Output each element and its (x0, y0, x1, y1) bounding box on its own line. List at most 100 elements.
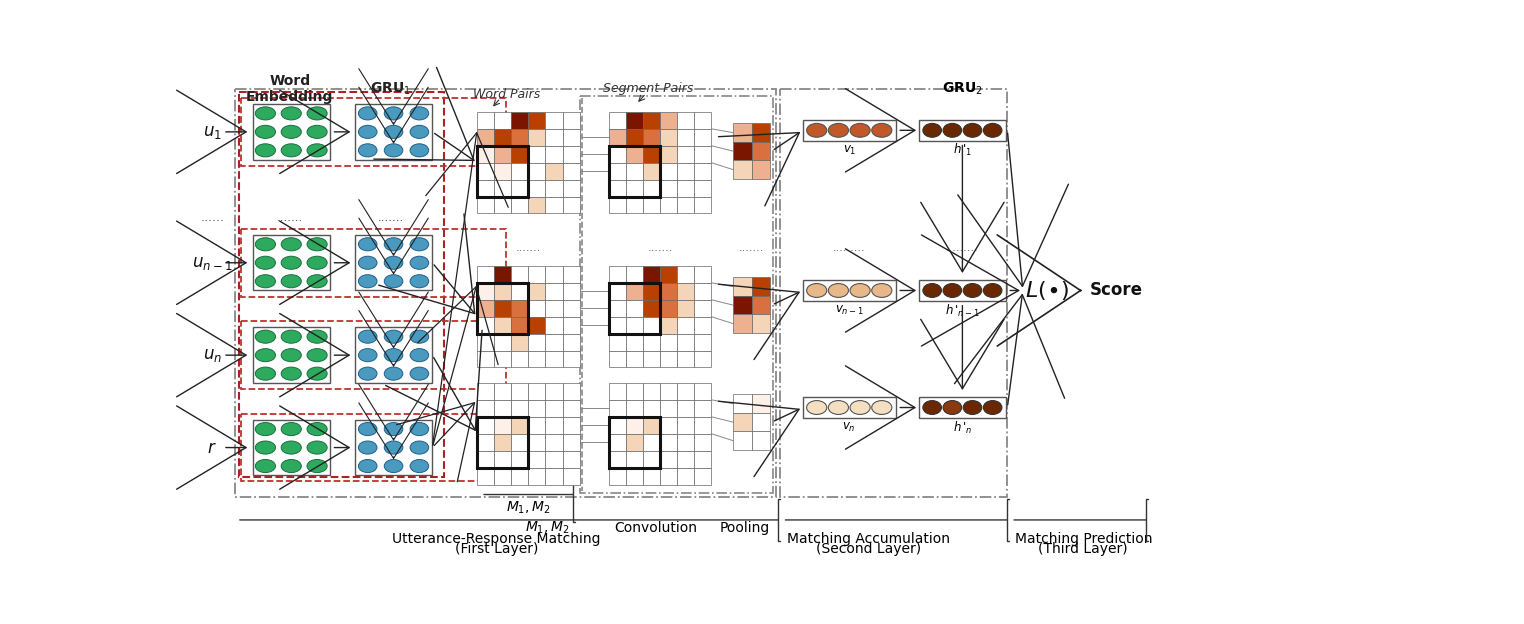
Ellipse shape (850, 401, 870, 414)
Bar (253, 328, 331, 383)
Text: Matching Prediction: Matching Prediction (1015, 532, 1152, 546)
Bar (626, 283, 643, 300)
Bar (512, 334, 529, 351)
Text: $u_n$: $u_n$ (203, 346, 223, 364)
Ellipse shape (280, 238, 302, 251)
Bar (626, 180, 643, 197)
Bar (677, 266, 695, 283)
Bar (733, 142, 751, 160)
Bar (610, 316, 626, 334)
Bar (477, 197, 494, 213)
Ellipse shape (306, 441, 328, 454)
Bar (643, 283, 660, 300)
Text: GRU$_1$: GRU$_1$ (370, 80, 411, 97)
Bar (241, 321, 506, 389)
Bar (677, 451, 695, 467)
Bar (733, 296, 751, 314)
Ellipse shape (410, 441, 428, 454)
Bar (626, 112, 643, 129)
Ellipse shape (306, 367, 328, 380)
Ellipse shape (384, 107, 402, 120)
Bar (494, 129, 512, 146)
Ellipse shape (410, 349, 428, 362)
Bar (660, 334, 677, 351)
Bar (626, 467, 643, 484)
Bar (494, 417, 512, 434)
Text: .......: ....... (648, 243, 672, 253)
Bar (529, 467, 546, 484)
Bar (677, 334, 695, 351)
Text: Matching Accumulation: Matching Accumulation (786, 532, 949, 546)
Bar (355, 420, 433, 475)
Bar (695, 146, 712, 163)
Text: $r$: $r$ (207, 439, 216, 457)
Bar (610, 112, 626, 129)
Bar (355, 328, 433, 383)
Ellipse shape (384, 367, 402, 380)
Bar (695, 417, 712, 434)
Ellipse shape (280, 349, 302, 362)
Bar (626, 417, 643, 434)
Bar (610, 451, 626, 467)
Ellipse shape (256, 349, 276, 362)
Bar (477, 146, 494, 163)
Bar (803, 280, 896, 301)
Bar (546, 163, 562, 180)
Bar (626, 146, 643, 163)
Text: .........: ......... (946, 243, 978, 253)
Bar (919, 120, 1006, 141)
Bar (610, 351, 626, 368)
Bar (733, 124, 751, 142)
Ellipse shape (384, 125, 402, 139)
Bar (733, 413, 751, 431)
Ellipse shape (410, 330, 428, 343)
Bar (643, 400, 660, 417)
Ellipse shape (358, 107, 376, 120)
Ellipse shape (384, 441, 402, 454)
Bar (241, 98, 506, 166)
Text: $h\,'_1$: $h\,'_1$ (952, 142, 972, 158)
Bar (512, 383, 529, 400)
Bar (477, 316, 494, 334)
Bar (643, 112, 660, 129)
Bar (512, 266, 529, 283)
Bar (494, 146, 512, 163)
Bar (529, 197, 546, 213)
Ellipse shape (963, 283, 981, 298)
Bar (529, 112, 546, 129)
Bar (512, 417, 529, 434)
Bar (643, 434, 660, 451)
Bar (477, 300, 494, 316)
Bar (529, 400, 546, 417)
Bar (695, 163, 712, 180)
Ellipse shape (280, 144, 302, 157)
Bar (494, 112, 512, 129)
Ellipse shape (256, 330, 276, 343)
Bar (660, 316, 677, 334)
Bar (253, 235, 331, 291)
Bar (562, 467, 579, 484)
Ellipse shape (410, 144, 428, 157)
Bar (610, 383, 626, 400)
Bar (477, 434, 494, 451)
Ellipse shape (306, 107, 328, 120)
Ellipse shape (256, 422, 276, 436)
Ellipse shape (943, 401, 962, 414)
Bar (695, 467, 712, 484)
Bar (546, 400, 562, 417)
Bar (610, 163, 626, 180)
Bar (512, 400, 529, 417)
Bar (626, 197, 643, 213)
Text: $h\,'_{n-1}$: $h\,'_{n-1}$ (945, 303, 980, 318)
Ellipse shape (256, 441, 276, 454)
Bar (660, 417, 677, 434)
Bar (660, 351, 677, 368)
Ellipse shape (306, 125, 328, 139)
Bar (512, 351, 529, 368)
Bar (512, 316, 529, 334)
Text: $u_{n-1}$: $u_{n-1}$ (192, 254, 233, 272)
Bar (695, 316, 712, 334)
Bar (253, 104, 331, 160)
Bar (695, 112, 712, 129)
Bar (546, 451, 562, 467)
